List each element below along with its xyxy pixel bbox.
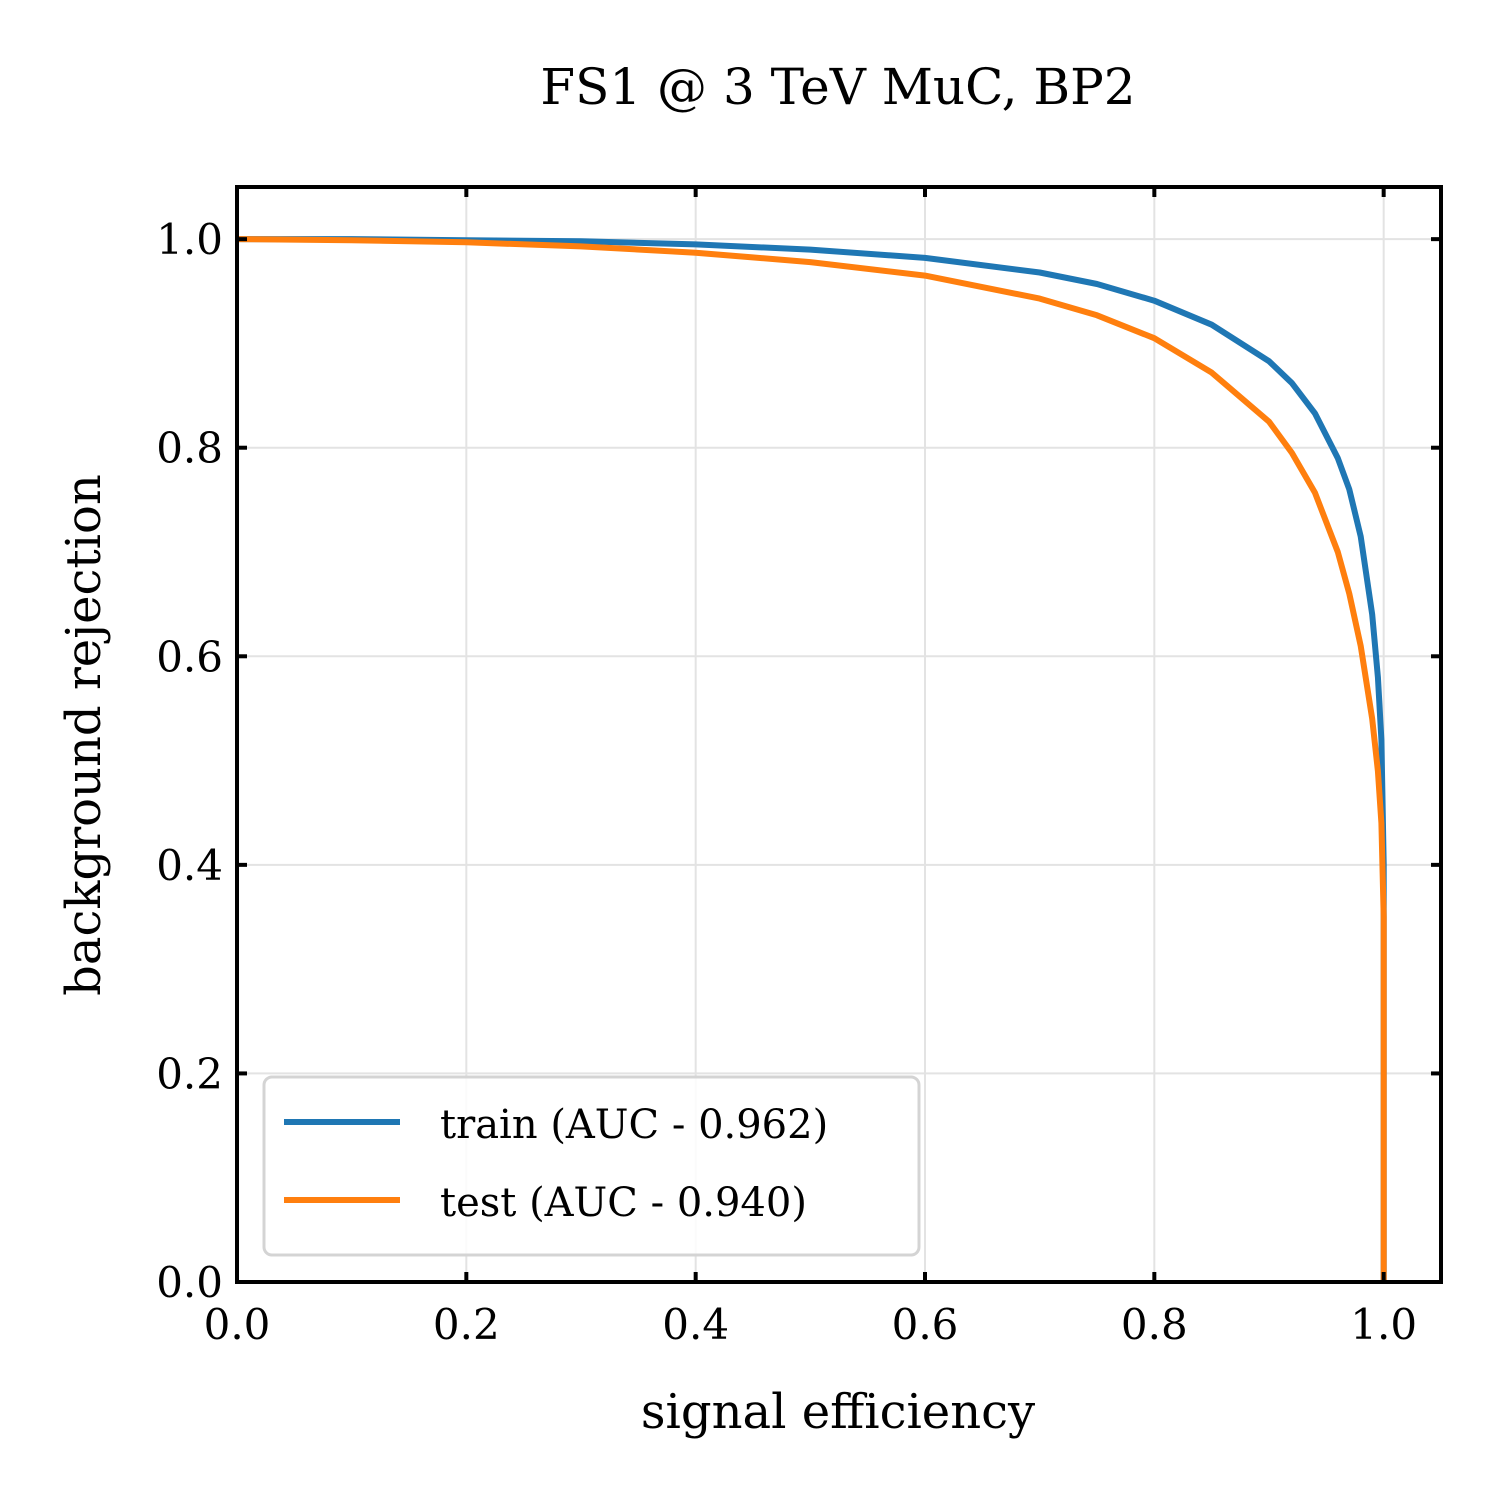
legend-box (262, 1075, 921, 1257)
legend-test-label: test (AUC - 0.940) (440, 1180, 807, 1226)
x-tick-labels: 0.0 0.2 0.4 0.6 0.8 1.0 (204, 1300, 1417, 1349)
x-tick-label-0: 0.0 (204, 1300, 271, 1349)
x-tick-label-3: 0.6 (892, 1300, 959, 1349)
x-tick-label-5: 1.0 (1350, 1300, 1417, 1349)
legend: train (AUC - 0.962) test (AUC - 0.940) (262, 1075, 921, 1257)
plot-frame (235, 185, 1443, 1284)
y-tick-label-3: 0.6 (156, 632, 223, 681)
y-tick-label-2: 0.4 (156, 841, 223, 890)
y-tick-label-1: 0.2 (156, 1049, 223, 1098)
y-tick-label-4: 0.8 (156, 424, 223, 473)
tick-marks (235, 187, 1441, 1284)
y-tick-label-0: 0.0 (156, 1258, 223, 1307)
y-tick-label-5: 1.0 (156, 215, 223, 264)
series-line-test (236, 236, 1387, 1282)
y-tick-labels: 0.0 0.2 0.4 0.6 0.8 1.0 (156, 215, 223, 1307)
x-tick-label-4: 0.8 (1121, 1300, 1188, 1349)
data-series (236, 236, 1387, 1282)
series-line-train (237, 236, 1387, 1282)
x-axis-label: signal efficiency (641, 1384, 1035, 1440)
legend-train-label: train (AUC - 0.962) (440, 1102, 828, 1148)
chart-title: FS1 @ 3 TeV MuC, BP2 (540, 58, 1135, 116)
x-tick-label-1: 0.2 (433, 1300, 500, 1349)
y-axis-label: background rejection (56, 474, 112, 996)
x-tick-label-2: 0.4 (662, 1300, 729, 1349)
